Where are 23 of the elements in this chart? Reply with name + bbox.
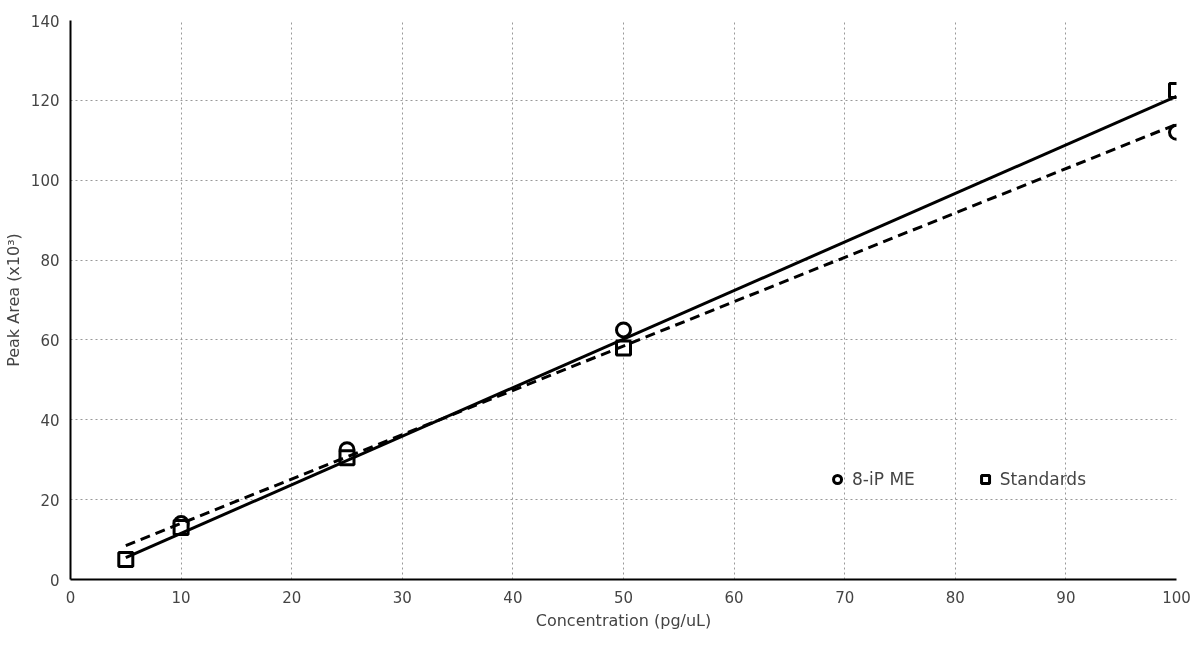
y-tick-label: 140 bbox=[30, 12, 60, 31]
y-tick-label: 60 bbox=[40, 331, 60, 350]
x-tick-label: 30 bbox=[392, 588, 412, 607]
x-tick-label: 20 bbox=[282, 588, 302, 607]
y-tick-label: 80 bbox=[40, 252, 60, 271]
x-axis-title: Concentration (pg/uL) bbox=[535, 610, 712, 630]
y-axis-title: Peak Area (x10³) bbox=[3, 233, 23, 367]
y-tick-label: 100 bbox=[30, 172, 60, 191]
y-tick-label: 120 bbox=[30, 92, 60, 111]
legend-label: 8-iP ME bbox=[852, 469, 915, 489]
x-tick-label: 10 bbox=[171, 588, 191, 607]
x-tick-label: 50 bbox=[613, 588, 634, 607]
x-tick-label: 60 bbox=[724, 588, 744, 607]
x-tick-label: 70 bbox=[835, 588, 855, 607]
x-tick-label: 0 bbox=[65, 588, 76, 607]
legend-label: Standards bbox=[999, 469, 1086, 489]
y-tick-label: 40 bbox=[40, 411, 60, 430]
x-tick-label: 40 bbox=[503, 588, 523, 607]
y-tick-label: 0 bbox=[49, 571, 60, 590]
x-tick-label: 90 bbox=[1056, 588, 1076, 607]
x-tick-label: 100 bbox=[1162, 588, 1191, 607]
y-tick-label: 20 bbox=[40, 491, 60, 510]
x-tick-label: 80 bbox=[945, 588, 965, 607]
